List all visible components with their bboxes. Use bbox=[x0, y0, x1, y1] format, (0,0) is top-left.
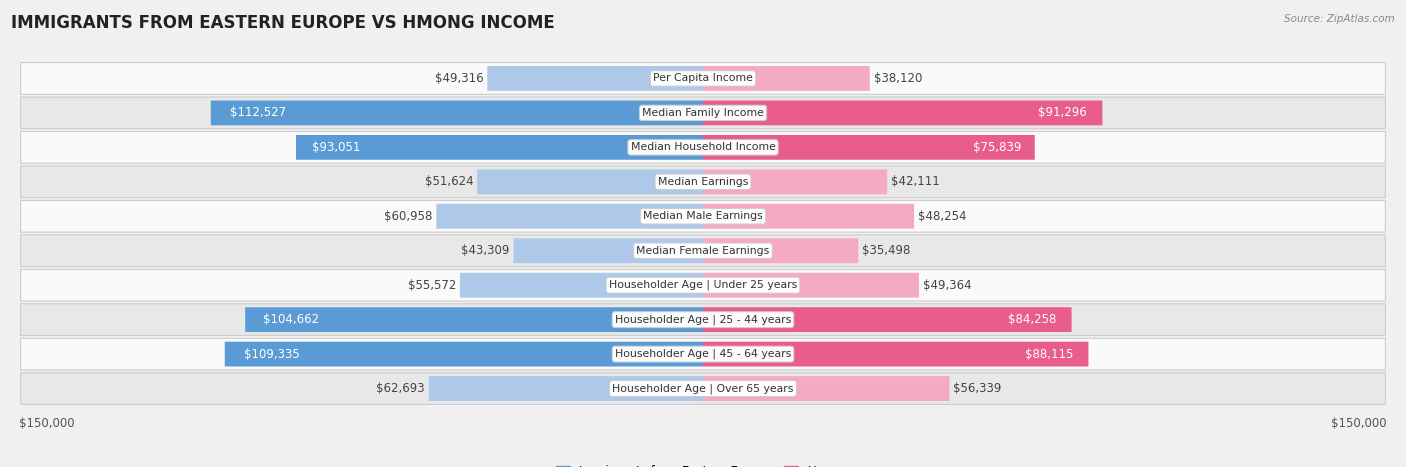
Text: $112,527: $112,527 bbox=[231, 106, 287, 120]
Text: $48,254: $48,254 bbox=[918, 210, 966, 223]
Text: Householder Age | 25 - 44 years: Householder Age | 25 - 44 years bbox=[614, 314, 792, 325]
Text: Source: ZipAtlas.com: Source: ZipAtlas.com bbox=[1284, 14, 1395, 24]
FancyBboxPatch shape bbox=[21, 97, 1385, 129]
Text: $43,309: $43,309 bbox=[461, 244, 509, 257]
FancyBboxPatch shape bbox=[703, 170, 887, 194]
Text: Median Family Income: Median Family Income bbox=[643, 108, 763, 118]
FancyBboxPatch shape bbox=[703, 238, 858, 263]
Text: $109,335: $109,335 bbox=[243, 347, 299, 361]
Text: $38,120: $38,120 bbox=[873, 72, 922, 85]
Text: $55,572: $55,572 bbox=[408, 279, 456, 292]
Text: $49,364: $49,364 bbox=[922, 279, 972, 292]
Text: $60,958: $60,958 bbox=[384, 210, 433, 223]
FancyBboxPatch shape bbox=[21, 269, 1385, 301]
FancyBboxPatch shape bbox=[703, 66, 870, 91]
FancyBboxPatch shape bbox=[21, 132, 1385, 163]
FancyBboxPatch shape bbox=[703, 307, 1071, 332]
FancyBboxPatch shape bbox=[21, 338, 1385, 370]
FancyBboxPatch shape bbox=[297, 135, 703, 160]
Text: Median Household Income: Median Household Income bbox=[630, 142, 776, 152]
Text: $88,115: $88,115 bbox=[1025, 347, 1073, 361]
Text: Median Male Earnings: Median Male Earnings bbox=[643, 211, 763, 221]
FancyBboxPatch shape bbox=[513, 238, 703, 263]
Text: $62,693: $62,693 bbox=[377, 382, 425, 395]
Text: $56,339: $56,339 bbox=[953, 382, 1001, 395]
FancyBboxPatch shape bbox=[436, 204, 703, 229]
Text: $51,624: $51,624 bbox=[425, 175, 474, 188]
FancyBboxPatch shape bbox=[703, 273, 920, 297]
FancyBboxPatch shape bbox=[21, 200, 1385, 232]
FancyBboxPatch shape bbox=[703, 376, 949, 401]
Text: Per Capita Income: Per Capita Income bbox=[652, 73, 754, 84]
FancyBboxPatch shape bbox=[211, 100, 703, 125]
Text: $93,051: $93,051 bbox=[312, 141, 360, 154]
Text: $75,839: $75,839 bbox=[973, 141, 1022, 154]
Text: $49,316: $49,316 bbox=[434, 72, 484, 85]
FancyBboxPatch shape bbox=[460, 273, 703, 297]
FancyBboxPatch shape bbox=[21, 63, 1385, 94]
Text: Median Female Earnings: Median Female Earnings bbox=[637, 246, 769, 256]
FancyBboxPatch shape bbox=[21, 166, 1385, 198]
Text: $42,111: $42,111 bbox=[891, 175, 939, 188]
Text: Median Earnings: Median Earnings bbox=[658, 177, 748, 187]
FancyBboxPatch shape bbox=[703, 100, 1102, 125]
FancyBboxPatch shape bbox=[488, 66, 703, 91]
FancyBboxPatch shape bbox=[21, 235, 1385, 267]
Text: $35,498: $35,498 bbox=[862, 244, 911, 257]
Text: IMMIGRANTS FROM EASTERN EUROPE VS HMONG INCOME: IMMIGRANTS FROM EASTERN EUROPE VS HMONG … bbox=[11, 14, 555, 32]
Legend: Immigrants from Eastern Europe, Hmong: Immigrants from Eastern Europe, Hmong bbox=[551, 460, 855, 467]
Text: $91,296: $91,296 bbox=[1038, 106, 1087, 120]
FancyBboxPatch shape bbox=[703, 342, 1088, 367]
Text: Householder Age | Over 65 years: Householder Age | Over 65 years bbox=[612, 383, 794, 394]
FancyBboxPatch shape bbox=[21, 304, 1385, 335]
Text: $104,662: $104,662 bbox=[263, 313, 319, 326]
FancyBboxPatch shape bbox=[703, 135, 1035, 160]
FancyBboxPatch shape bbox=[477, 170, 703, 194]
Text: $84,258: $84,258 bbox=[1008, 313, 1057, 326]
FancyBboxPatch shape bbox=[225, 342, 703, 367]
FancyBboxPatch shape bbox=[703, 204, 914, 229]
Text: Householder Age | 45 - 64 years: Householder Age | 45 - 64 years bbox=[614, 349, 792, 359]
FancyBboxPatch shape bbox=[245, 307, 703, 332]
FancyBboxPatch shape bbox=[21, 373, 1385, 404]
FancyBboxPatch shape bbox=[429, 376, 703, 401]
Text: Householder Age | Under 25 years: Householder Age | Under 25 years bbox=[609, 280, 797, 290]
